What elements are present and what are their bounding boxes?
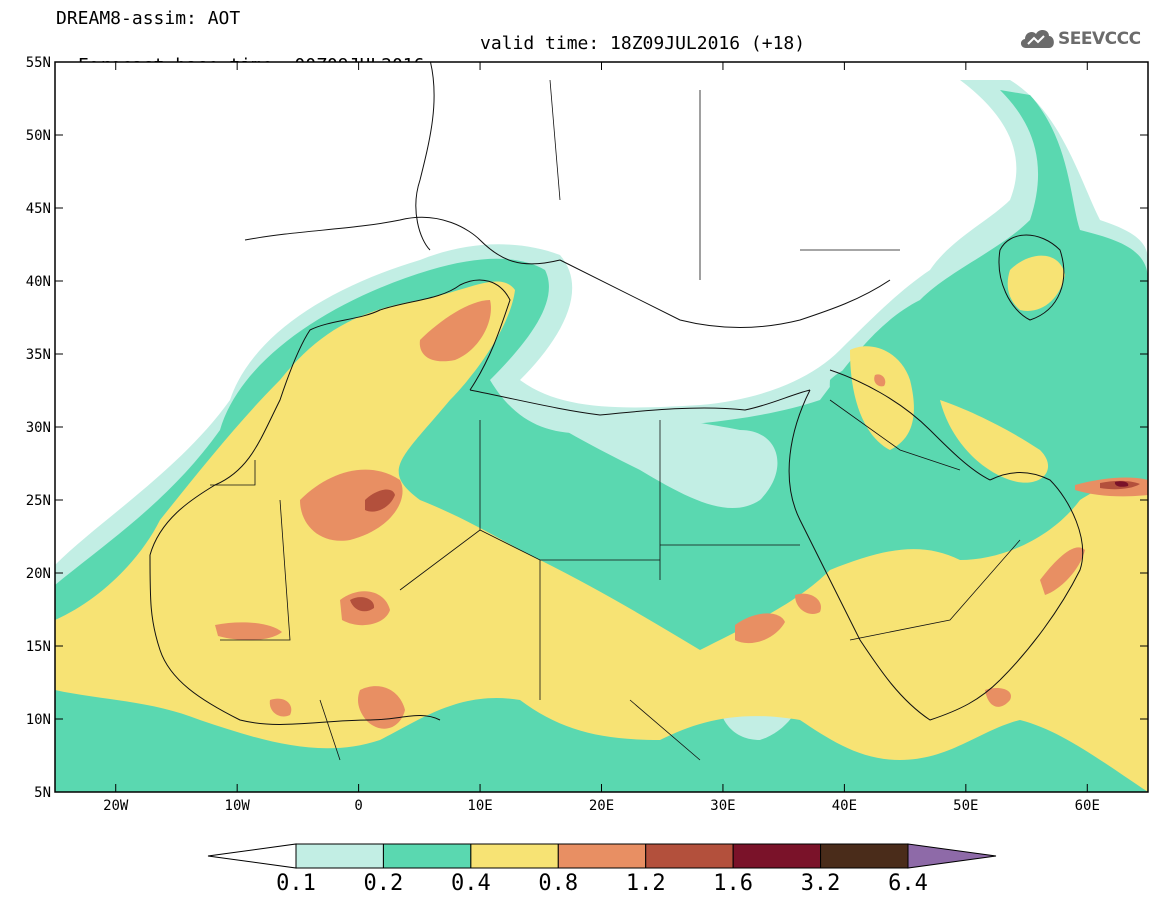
- colorbar-box: [382, 843, 472, 869]
- seevccc-logo: SEEVCCC: [1018, 24, 1150, 52]
- colorbar-box: [645, 843, 734, 869]
- colorbar-box: [295, 843, 384, 869]
- lon-tick-label: 50E: [953, 798, 978, 814]
- map-title: DREAM8-assim: AOT: [56, 8, 241, 29]
- borders: [210, 79, 1021, 761]
- colorbar-label: 1.2: [625, 871, 666, 896]
- lat-tick-label: 25N: [26, 493, 51, 509]
- lon-tick-label: 60E: [1075, 798, 1100, 814]
- colorbar-label: 1.6: [713, 871, 754, 896]
- axis-ticks: [55, 61, 1148, 793]
- colorbar-label: 0.8: [538, 871, 579, 896]
- valid-time: valid time: 18Z09JUL2016 (+18): [480, 33, 806, 54]
- aot-field: [55, 62, 1148, 792]
- colorbar-box: [820, 843, 909, 869]
- colorbar-label: 3.2: [800, 871, 841, 896]
- lat-tick-label: 10N: [26, 712, 51, 728]
- colorbar-box: [557, 843, 647, 869]
- lon-tick-label: 10W: [225, 798, 251, 814]
- lat-tick-label: 20N: [26, 566, 51, 582]
- lon-tick-label: 20W: [103, 798, 129, 814]
- lat-tick-label: 35N: [26, 347, 51, 363]
- colorbar-box: [470, 843, 559, 869]
- cloud-icon: [1020, 30, 1054, 48]
- logo-text: SEEVCCC: [1058, 29, 1141, 49]
- lat-tick-label: 5N: [34, 785, 51, 801]
- colorbar-arrow-left: [207, 843, 297, 869]
- lon-tick-label: 30E: [710, 798, 735, 814]
- lon-tick-label: 0: [354, 798, 362, 814]
- lon-tick-label: 10E: [467, 798, 492, 814]
- lon-tick-label: 20E: [589, 798, 614, 814]
- lat-tick-label: 55N: [26, 55, 51, 71]
- lat-tick-label: 45N: [26, 201, 51, 217]
- lat-tick-label: 40N: [26, 274, 51, 290]
- colorbar-box: [732, 843, 822, 869]
- colorbar-label: 0.2: [363, 871, 404, 896]
- axis-tick-labels: 20W 10W 0 10E 20E 30E 40E 50E 60E 55N 50N 45N 40N 35N…: [26, 55, 1100, 814]
- colorbar: [207, 843, 997, 869]
- lat-tick-label: 30N: [26, 420, 51, 436]
- lon-tick-label: 40E: [832, 798, 857, 814]
- colorbar-label: 0.4: [450, 871, 491, 896]
- lat-tick-label: 15N: [26, 639, 51, 655]
- lat-tick-label: 50N: [26, 128, 51, 144]
- colorbar-arrow-right: [907, 843, 997, 869]
- colorbar-label: 6.4: [888, 871, 928, 896]
- colorbar-label: 0.1: [276, 871, 316, 896]
